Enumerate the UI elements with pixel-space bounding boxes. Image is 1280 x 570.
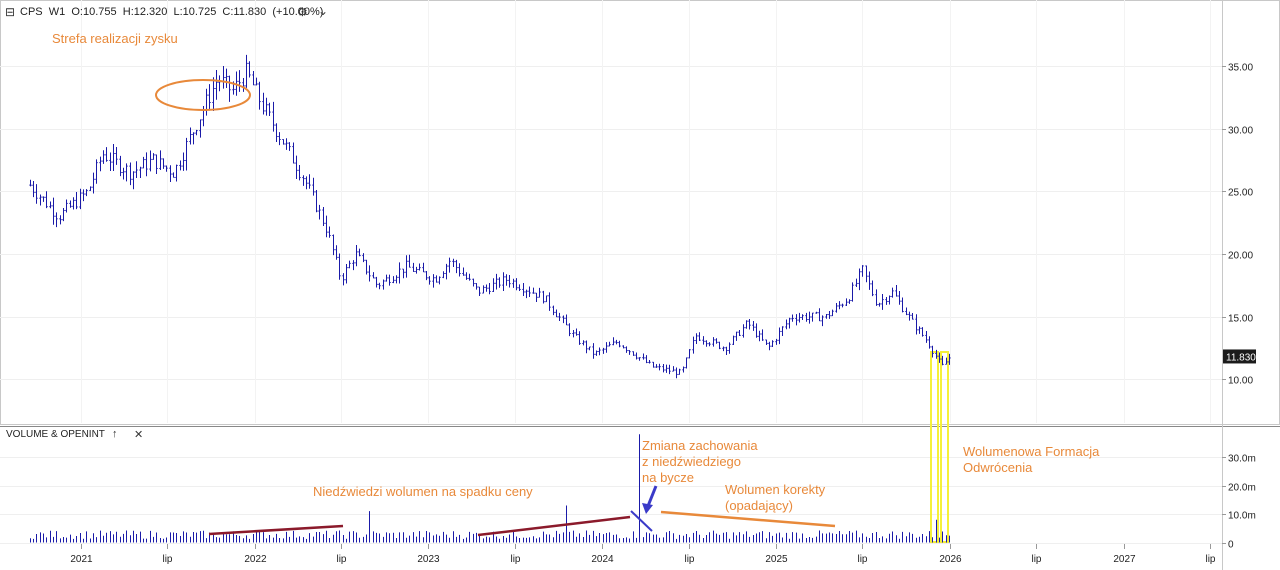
x-tick-label: 2022 bbox=[244, 554, 267, 565]
price-tick-label: 10.00 bbox=[1228, 376, 1253, 387]
last-price-badge bbox=[1223, 349, 1256, 364]
bear-volume-trendline bbox=[208, 524, 344, 536]
annotation-bear-volume: Niedźwiedzi wolumen na spadku ceny bbox=[313, 484, 533, 499]
x-tick-label: 2021 bbox=[70, 554, 93, 565]
x-tick-label: lip bbox=[1205, 554, 1215, 565]
price-tick-label: 25.00 bbox=[1228, 188, 1253, 199]
volume-panel-title: VOLUME & OPENINT bbox=[6, 429, 105, 440]
x-tick-label: lip bbox=[336, 554, 346, 565]
arrow-up-icon[interactable]: ↑ bbox=[112, 428, 118, 440]
volume-tick-label: 30.0m bbox=[1228, 454, 1256, 465]
price-tick-label: 20.00 bbox=[1228, 251, 1253, 262]
volume-tick-label: 10.0m bbox=[1228, 511, 1256, 522]
collapse-icon[interactable]: ⊟ bbox=[5, 5, 16, 19]
price-tick-label: 30.00 bbox=[1228, 126, 1253, 137]
reversal-highlight-box bbox=[930, 351, 939, 543]
settings-icon[interactable]: ⚙ bbox=[297, 5, 308, 19]
volume-tick-label: 0 bbox=[1228, 540, 1234, 551]
annotation-behavior-change: Zmiana zachowania z niedźwiedziego na by… bbox=[642, 438, 758, 485]
chart-header: CPS W1 O:10.755 H:12.320 L:10.725 C:11.8… bbox=[20, 6, 323, 18]
x-tick-label: 2024 bbox=[591, 554, 614, 565]
price-panel-frame bbox=[0, 0, 1280, 425]
annotation-correction-volume: Wolumen korekty (opadający) bbox=[725, 482, 826, 513]
chevron-down-icon[interactable]: ⌄ bbox=[318, 4, 329, 18]
x-tick-label: 2023 bbox=[417, 554, 440, 565]
x-tick-label: lip bbox=[162, 554, 172, 565]
symbol-label: CPS bbox=[20, 6, 43, 18]
price-tick-label: 35.00 bbox=[1228, 63, 1253, 74]
annotation-reversal: Wolumenowa Formacja Odwrócenia bbox=[963, 444, 1100, 475]
x-tick-label: lip bbox=[684, 554, 694, 565]
x-tick-label: 2027 bbox=[1113, 554, 1136, 565]
behavior-change-line bbox=[630, 510, 653, 532]
annotation-profit-zone: Strefa realizacji zysku bbox=[52, 31, 178, 46]
correction-volume-trendline bbox=[660, 510, 836, 528]
reversal-highlight-box bbox=[940, 351, 949, 543]
price-tick-label: 15.00 bbox=[1228, 314, 1253, 325]
x-tick-label: lip bbox=[1031, 554, 1041, 565]
bear-volume-trendline bbox=[477, 515, 631, 537]
x-tick-label: 2026 bbox=[939, 554, 962, 565]
behavior-change-arrow-shaft bbox=[646, 485, 658, 507]
profit-zone-ellipse bbox=[155, 79, 251, 111]
x-tick-label: lip bbox=[857, 554, 867, 565]
ohlc-readout: O:10.755 H:12.320 L:10.725 C:11.830 (+10… bbox=[71, 6, 324, 18]
x-tick-label: 2025 bbox=[765, 554, 788, 565]
close-icon[interactable]: ✕ bbox=[134, 429, 144, 441]
interval-label: W1 bbox=[48, 6, 66, 18]
x-tick-label: lip bbox=[510, 554, 520, 565]
volume-tick-label: 20.0m bbox=[1228, 483, 1256, 494]
behavior-change-arrowhead bbox=[642, 503, 653, 514]
last-price-text: 11.830 bbox=[1226, 352, 1256, 363]
